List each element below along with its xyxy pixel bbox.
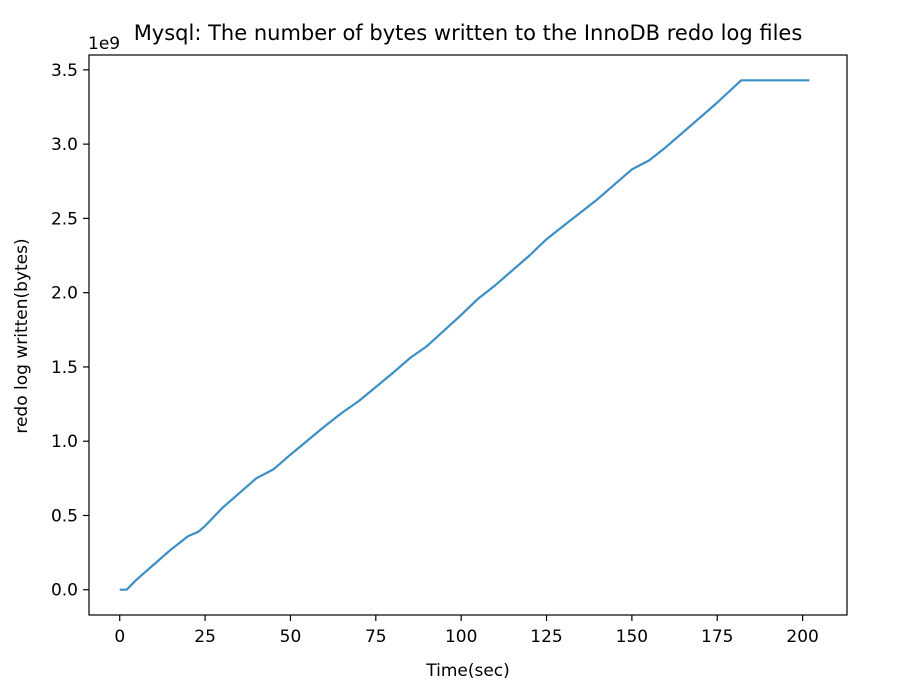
x-axis-label: Time(sec)	[425, 661, 510, 681]
x-tick-label: 125	[530, 627, 562, 647]
y-tick-label: 0.5	[51, 506, 78, 526]
y-axis-label: redo log written(bytes)	[12, 238, 32, 433]
y-tick-label: 2.0	[51, 284, 78, 304]
x-tick-label: 50	[280, 627, 302, 647]
chart-title: Mysql: The number of bytes written to th…	[134, 21, 803, 45]
series-group	[119, 79, 810, 591]
y-offset-label: 1e9	[88, 34, 120, 54]
x-tick-label: 25	[194, 627, 216, 647]
plot-frame	[88, 54, 848, 616]
y-tick-label: 2.5	[51, 209, 78, 229]
y-tick-label: 1.0	[51, 432, 78, 452]
y-tick-label: 1.5	[51, 358, 78, 378]
x-tick-label: 200	[786, 627, 818, 647]
x-tick-label: 100	[445, 627, 477, 647]
y-tick-label: 0.0	[51, 581, 78, 601]
x-tick-label: 150	[616, 627, 648, 647]
y-tick-label: 3.5	[51, 61, 78, 81]
axis-ticks: 0 25 50 75 100 125 150 175 200 0.0 0.5 1.0 1.5 2.0 2.5…	[51, 61, 819, 647]
x-tick-label: 75	[365, 627, 387, 647]
x-tick-label: 0	[114, 627, 125, 647]
y-tick-label: 3.0	[51, 135, 78, 155]
series-line	[119, 79, 810, 591]
x-tick-label: 175	[701, 627, 733, 647]
